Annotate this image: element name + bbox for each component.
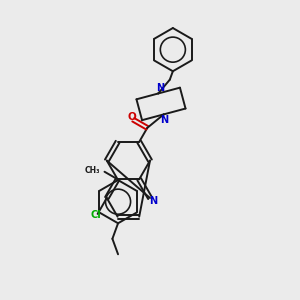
- Text: N: N: [149, 196, 158, 206]
- Text: N: N: [156, 83, 164, 93]
- Text: O: O: [128, 112, 136, 122]
- Text: N: N: [160, 115, 168, 125]
- Text: Cl: Cl: [91, 210, 101, 220]
- Text: CH₃: CH₃: [85, 166, 100, 175]
